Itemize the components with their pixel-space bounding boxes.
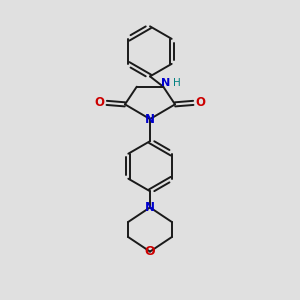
Text: N: N: [161, 78, 170, 88]
Text: O: O: [196, 96, 206, 109]
Text: N: N: [145, 201, 155, 214]
Text: H: H: [173, 78, 181, 88]
Text: N: N: [145, 112, 155, 126]
Text: O: O: [145, 245, 155, 258]
Text: O: O: [94, 96, 104, 109]
